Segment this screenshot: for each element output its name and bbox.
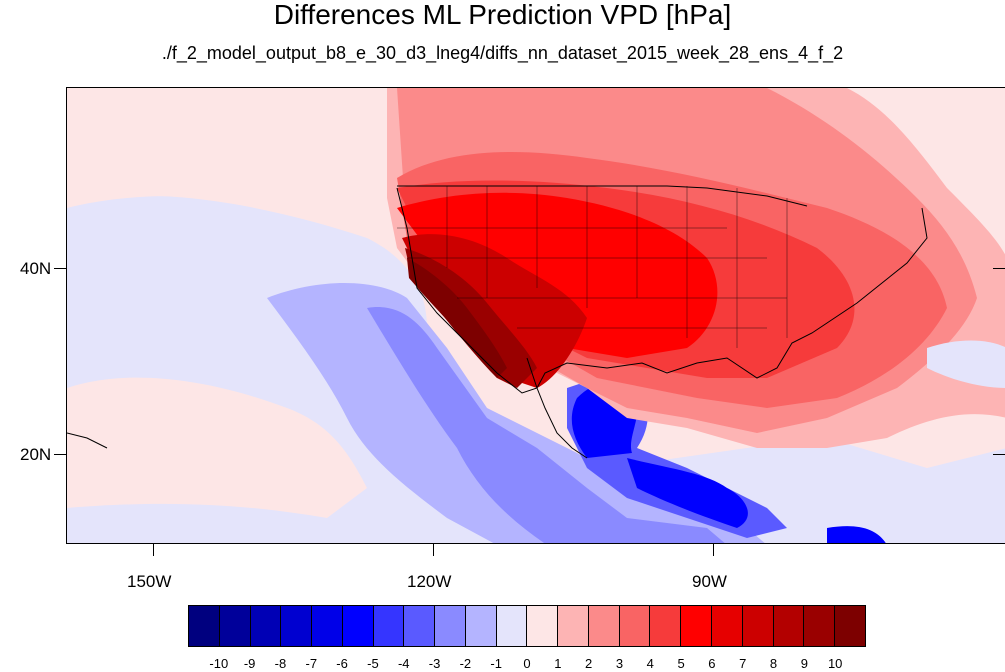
map-field-svg bbox=[67, 88, 1005, 543]
lon-tick-90w bbox=[713, 544, 714, 556]
colorbar-swatch bbox=[435, 606, 466, 646]
colorbar-tick-label: 5 bbox=[677, 656, 685, 671]
colorbar-tick-label: -6 bbox=[336, 656, 348, 671]
colorbar-tick-label: 10 bbox=[827, 656, 843, 671]
colorbar-swatch bbox=[281, 606, 313, 646]
colorbar-swatch bbox=[681, 606, 713, 646]
colorbar-tick-label: 0 bbox=[523, 656, 531, 671]
colorbar-swatch bbox=[496, 606, 528, 646]
lon-label-150w: 150W bbox=[127, 572, 172, 591]
colorbar-swatch bbox=[650, 606, 682, 646]
colorbar-tick-label: -8 bbox=[274, 656, 287, 671]
colorbar-swatch bbox=[558, 606, 589, 646]
colorbar-tick-label: 3 bbox=[615, 656, 624, 671]
colorbar bbox=[188, 605, 866, 647]
colorbar-tick-label: -9 bbox=[243, 656, 256, 671]
colorbar-tick-label: -1 bbox=[490, 656, 502, 671]
lon-tick-120w bbox=[433, 544, 434, 556]
colorbar-tick-label: -10 bbox=[209, 656, 229, 671]
colorbar-tick-label: 4 bbox=[646, 656, 654, 671]
colorbar-tick-label: 1 bbox=[554, 656, 562, 671]
colorbar-swatch bbox=[742, 606, 774, 646]
pink-region-north-pacific bbox=[67, 88, 397, 208]
lat-tick-20n-left bbox=[54, 454, 66, 455]
map-title: Differences ML Prediction VPD [hPa] bbox=[273, 0, 732, 30]
lon-tick-150w bbox=[153, 544, 154, 556]
colorbar-swatch bbox=[189, 606, 220, 646]
colorbar-tick-label: 6 bbox=[708, 656, 716, 671]
colorbar-tick-label: 9 bbox=[800, 656, 808, 671]
coastlines bbox=[67, 185, 928, 459]
colorbar-tick-label: -4 bbox=[397, 656, 410, 671]
colorbar-swatch bbox=[312, 606, 343, 646]
colorbar-tick-label: 7 bbox=[739, 656, 747, 671]
colorbar-swatch bbox=[588, 606, 620, 646]
light-blue-patch-east bbox=[927, 340, 1005, 388]
colorbar-tick-label: -5 bbox=[367, 656, 379, 671]
map-subtitle: ./f_2_model_output_b8_e_30_d3_lneg4/diff… bbox=[161, 43, 844, 63]
colorbar-swatch bbox=[373, 606, 405, 646]
colorbar-tick-label: 8 bbox=[769, 656, 778, 671]
red-region-5 bbox=[397, 192, 718, 358]
colorbar-swatch bbox=[712, 606, 743, 646]
lat-tick-40n-right bbox=[993, 268, 1005, 269]
colorbar-swatch bbox=[619, 606, 651, 646]
lat-tick-40n-left bbox=[54, 268, 66, 269]
colorbar-tick-label: -7 bbox=[305, 656, 318, 671]
pink-band-south bbox=[67, 377, 367, 518]
blue-region-central-america bbox=[627, 458, 748, 528]
colorbar-swatch bbox=[773, 606, 805, 646]
state-borders bbox=[397, 186, 788, 348]
colorbar-swatch bbox=[404, 606, 436, 646]
colorbar-tick-label: -3 bbox=[428, 656, 441, 671]
colorbar-swatch bbox=[804, 606, 836, 646]
colorbar-swatch bbox=[250, 606, 282, 646]
lat-label-20n: 20N bbox=[20, 445, 52, 464]
lon-label-120w: 120W bbox=[407, 572, 452, 591]
colorbar-swatch bbox=[342, 606, 374, 646]
lat-label-40n: 40N bbox=[20, 259, 52, 278]
colorbar-tick-label: 2 bbox=[585, 656, 593, 671]
blue-region-isthmus bbox=[827, 526, 886, 543]
colorbar-tick-label: -2 bbox=[459, 656, 472, 671]
colorbar-swatch bbox=[219, 606, 251, 646]
colorbar-swatch bbox=[527, 606, 559, 646]
vpd-difference-map bbox=[66, 87, 1005, 544]
colorbar-swatch bbox=[465, 606, 497, 646]
colorbar-swatch bbox=[835, 606, 865, 646]
red-region-southwest-core bbox=[407, 258, 507, 378]
lat-tick-20n-right bbox=[993, 454, 1005, 455]
lon-label-90w: 90W bbox=[692, 572, 727, 591]
blue-region-2 bbox=[367, 307, 725, 543]
